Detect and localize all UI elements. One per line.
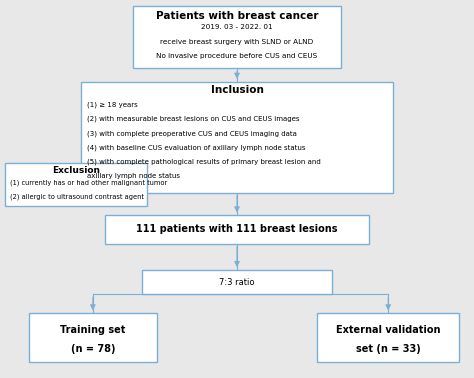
FancyBboxPatch shape xyxy=(105,215,369,243)
FancyBboxPatch shape xyxy=(29,313,156,362)
Text: External validation: External validation xyxy=(336,325,440,335)
Text: (2) with measurable breast lesions on CUS and CEUS images: (2) with measurable breast lesions on CU… xyxy=(87,116,299,122)
Text: Patients with breast cancer: Patients with breast cancer xyxy=(156,11,318,21)
FancyBboxPatch shape xyxy=(5,163,147,206)
Text: (3) with complete preoperative CUS and CEUS imaging data: (3) with complete preoperative CUS and C… xyxy=(87,130,297,137)
Text: receive breast surgery with SLND or ALND: receive breast surgery with SLND or ALND xyxy=(160,39,314,45)
Text: 2019. 03 - 2022. 01: 2019. 03 - 2022. 01 xyxy=(201,25,273,30)
Text: (1) currently has or had other malignant tumor: (1) currently has or had other malignant… xyxy=(10,180,167,186)
FancyBboxPatch shape xyxy=(318,313,459,362)
FancyBboxPatch shape xyxy=(133,6,341,68)
Text: 7:3 ratio: 7:3 ratio xyxy=(219,278,255,287)
Text: (4) with baseline CUS evaluation of axillary lymph node status: (4) with baseline CUS evaluation of axil… xyxy=(87,144,305,151)
Text: (1) ≥ 18 years: (1) ≥ 18 years xyxy=(87,102,137,108)
Text: No invasive procedure before CUS and CEUS: No invasive procedure before CUS and CEU… xyxy=(156,53,318,59)
Text: Inclusion: Inclusion xyxy=(210,85,264,95)
Text: Training set: Training set xyxy=(60,325,126,335)
Text: set (n = 33): set (n = 33) xyxy=(356,344,420,353)
Text: (2) allergic to ultrasound contrast agent: (2) allergic to ultrasound contrast agen… xyxy=(10,194,144,200)
Text: 111 patients with 111 breast lesions: 111 patients with 111 breast lesions xyxy=(136,225,338,234)
Text: (5) with complete pathological results of primary breast lesion and: (5) with complete pathological results o… xyxy=(87,159,320,165)
FancyBboxPatch shape xyxy=(81,82,393,193)
FancyBboxPatch shape xyxy=(143,270,331,294)
Text: axillary lymph node status: axillary lymph node status xyxy=(87,173,180,179)
Text: (n = 78): (n = 78) xyxy=(71,344,115,353)
Text: Exclusion: Exclusion xyxy=(52,166,100,175)
